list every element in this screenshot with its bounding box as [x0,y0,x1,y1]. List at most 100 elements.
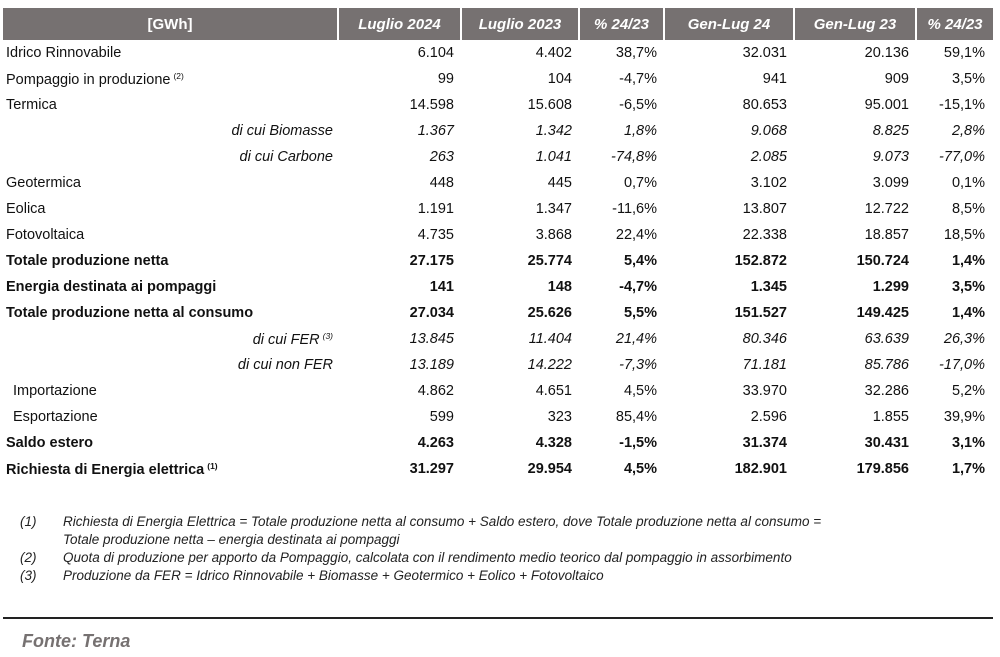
table-cell: 150.724 [856,253,909,269]
table-row: di cui Carbone 263 1.041 -74,8% 2.085 9.073 -7… [3,144,993,170]
header-unit: [GWh] [3,8,339,40]
row-label: di cui non FER [3,352,339,378]
table-cell: -74,8% [611,149,657,165]
table-cell: 59,1% [943,45,985,61]
table-cell: 4,5% [623,461,657,477]
table-cell: -1,5% [619,435,657,451]
row-label-text: Importazione [13,383,97,399]
table-cell: -17,0% [939,357,985,373]
footnote-text: Richiesta di Energia Elettrica = Totale … [63,514,822,529]
row-label: Saldo estero [3,430,339,456]
table-cell: 0,1% [951,175,985,191]
table-cell: 448 [429,175,454,191]
table-cell: 3,5% [951,71,985,87]
table-cell: 21,4% [615,331,657,347]
row-label: Importazione [3,378,339,404]
table-cell: 1.299 [872,279,909,295]
row-label-text: di cui non FER [237,357,333,373]
table-cell: -15,1% [939,97,985,113]
table-row: di cui non FER 13.189 14.222 -7,3% 71.181 85.… [3,352,993,378]
table-cell: 29.954 [527,461,572,477]
table-cell: 80.653 [742,97,787,113]
table-row: Termica 14.598 15.608 -6,5% 80.653 95.001 -15,… [3,92,993,118]
row-label-text: di cui Biomasse [231,123,333,139]
table-cell: 1.347 [535,201,572,217]
table-cell: 3.099 [872,175,909,191]
footnote-text: Quota di produzione per apporto da Pompa… [63,550,792,565]
table-cell: 0,7% [623,175,657,191]
table-row: Fotovoltaica 4.735 3.868 22,4% 22.338 18.857 1… [3,222,993,248]
table-cell: 909 [884,71,909,87]
header-pct-ytd: % 24/23 [917,8,993,40]
table-cell: 27.175 [409,253,454,269]
footnote-line: Totale produzione netta – energia destin… [20,531,980,549]
row-label-text: Termica [6,97,57,113]
table-cell: 3.868 [535,227,572,243]
table-cell: 1,4% [951,253,985,269]
row-label-text: Eolica [6,201,46,217]
row-label-text: Idrico Rinnovabile [6,45,122,61]
row-label-text: Esportazione [13,409,98,425]
table-row: di cui Biomasse 1.367 1.342 1,8% 9.068 8.825 2… [3,118,993,144]
table-cell: 9.068 [750,123,787,139]
footnote-line: (1) Richiesta di Energia Elettrica = Tota… [20,513,980,531]
table-cell: 3.102 [750,175,787,191]
table-cell: -7,3% [619,357,657,373]
table-cell: 104 [547,71,572,87]
footnote-ref: (2) [173,70,184,81]
row-label: di cui FER (3) [3,326,339,352]
table-cell: 3,1% [951,435,985,451]
table-row: Esportazione 599 323 85,4% 2.596 1.855 39,9% [3,404,993,430]
table-cell: 2.085 [750,149,787,165]
table-cell: 4,5% [623,383,657,399]
table-cell: 2.596 [750,409,787,425]
table-cell: 13.807 [742,201,787,217]
row-label-text: Totale produzione netta al consumo [6,305,254,321]
row-label-text: di cui Carbone [239,149,334,165]
footnote-number [20,531,63,549]
table-row: Energia destinata ai pompaggi 141 148 -4,7%… [3,274,993,300]
table-row: Pompaggio in produzione (2) 99 104 -4,7% 941 9… [3,66,993,92]
table-cell: 1,7% [951,461,985,477]
footnote-number: (2) [20,550,37,565]
table-cell: 25.774 [527,253,572,269]
table-cell: 141 [429,279,454,295]
row-label: Pompaggio in produzione (2) [3,66,339,92]
table-cell: 14.222 [527,357,572,373]
table-cell: 151.527 [734,305,787,321]
table-cell: 85.786 [864,357,909,373]
table-row: Totale produzione netta al consumo 27.034… [3,300,993,326]
table-cell: -11,6% [612,201,657,217]
table-cell: 27.034 [409,305,454,321]
table-cell: 148 [547,279,572,295]
table-cell: 13.845 [409,331,454,347]
table-cell: 179.856 [856,461,909,477]
table-cell: 941 [762,71,787,87]
table-cell: 182.901 [734,461,787,477]
table-row: Richiesta di Energia elettrica (1) 31.297 2… [3,456,993,482]
table-cell: 2,8% [951,123,985,139]
row-label: di cui Biomasse [3,118,339,144]
footnote-number: (1) [20,514,37,529]
footnote-ref: (3) [322,330,333,341]
row-label: Totale produzione netta al consumo [3,300,339,326]
table-cell: 31.297 [409,461,454,477]
table-cell: 85,4% [615,409,657,425]
row-label: Fotovoltaica [3,222,339,248]
table-cell: 33.970 [742,383,787,399]
header-luglio-2023: Luglio 2023 [462,8,580,40]
table-cell: 32.286 [864,383,909,399]
table-cell: 38,7% [615,45,657,61]
table-cell: 4.735 [417,227,454,243]
table-cell: 30.431 [864,435,909,451]
table-row: Eolica 1.191 1.347 -11,6% 13.807 12.722 8,5% [3,196,993,222]
table-cell: 25.626 [527,305,572,321]
table-cell: 4.328 [535,435,572,451]
table-cell: 1.191 [417,201,454,217]
table-cell: 1.342 [535,123,572,139]
energy-balance-table: [GWh] Luglio 2024 Luglio 2023 % 24/23 Ge… [3,8,993,482]
table-cell: 18,5% [943,227,985,243]
footnotes: (1) Richiesta di Energia Elettrica = Tota… [20,513,980,585]
table-cell: 18.857 [864,227,909,243]
